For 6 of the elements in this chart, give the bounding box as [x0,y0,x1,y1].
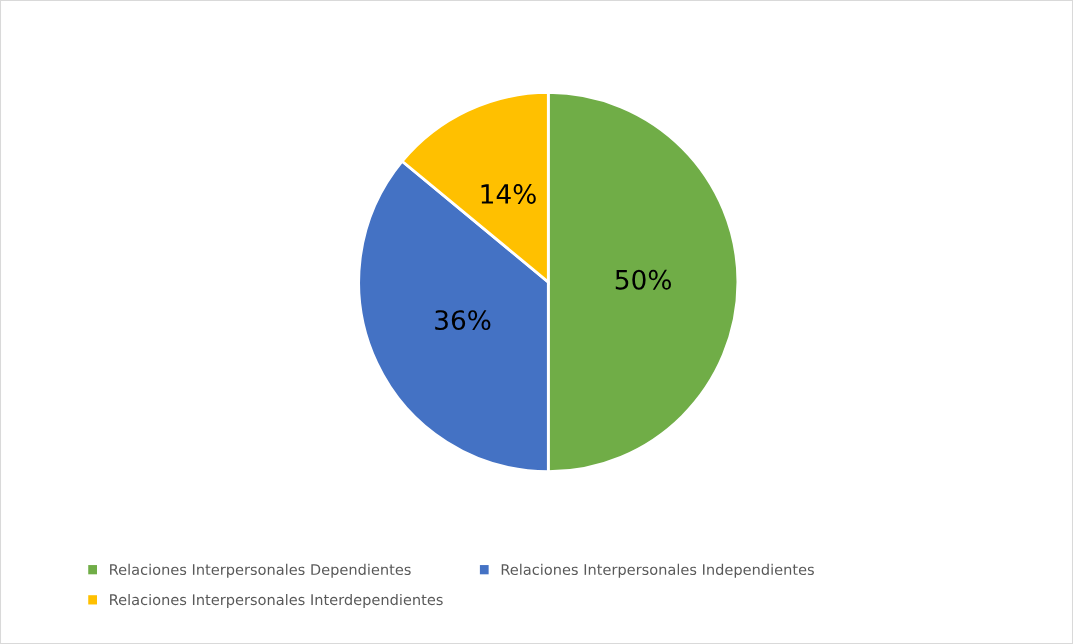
legend-label: Relaciones Interpersonales Independientes [501,563,814,578]
data-label: 36% [435,310,491,331]
data-label: 14% [481,183,536,204]
data-label: 50% [615,269,671,290]
legend-label: Relaciones Interpersonales Dependientes [110,563,411,578]
legend-label: Relaciones Interpersonales Interdependientes [110,593,443,609]
